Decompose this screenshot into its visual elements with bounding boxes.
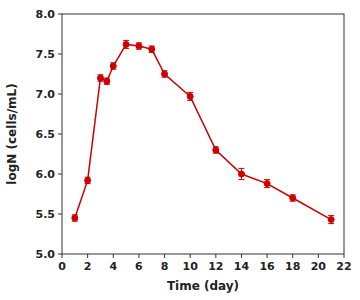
error-bar-cap <box>187 100 193 101</box>
x-tick <box>138 254 139 258</box>
y-tick-label: 6.0 <box>36 168 56 181</box>
data-point <box>162 71 168 77</box>
data-point <box>123 41 129 47</box>
error-bar <box>85 177 91 183</box>
error-bar-cap <box>238 179 244 180</box>
data-point <box>97 75 103 81</box>
y-tick <box>58 134 62 135</box>
x-tick <box>267 254 268 258</box>
x-tick-label: 18 <box>285 260 300 273</box>
data-point <box>136 43 142 49</box>
x-tick-label: 22 <box>336 260 351 273</box>
error-bar <box>72 215 78 221</box>
error-bar <box>213 147 219 153</box>
x-tick-label: 16 <box>259 260 275 273</box>
x-tick <box>241 254 242 258</box>
error-bar <box>238 168 244 179</box>
x-tick-label: 0 <box>58 260 66 273</box>
error-bar-cap <box>187 92 193 93</box>
x-tick <box>318 254 319 258</box>
data-point <box>290 195 296 201</box>
x-tick <box>190 254 191 258</box>
x-tick-label: 6 <box>135 260 143 273</box>
x-axis-label: Time (day) <box>167 279 239 293</box>
data-point <box>238 171 244 177</box>
error-bar <box>290 195 296 201</box>
y-tick-label: 7.0 <box>36 88 56 101</box>
x-tick-label: 4 <box>109 260 117 273</box>
x-tick-label: 2 <box>84 260 92 273</box>
chart: 0 2 4 6 8 10 12 14 16 18 20 22 5.0 5.5 6.0 6.5 7.0 7.5 8.0… <box>0 0 360 300</box>
x-tick-label: 20 <box>311 260 327 273</box>
error-bar <box>187 92 193 100</box>
axes: 0 2 4 6 8 10 12 14 16 18 20 22 5.0 5.5 6.0 6.5 7.0 7.5 8.0 <box>36 8 352 273</box>
data-point <box>264 181 270 187</box>
series-line <box>75 44 331 219</box>
error-bar-cap <box>328 223 334 224</box>
y-tick <box>58 54 62 55</box>
x-tick-label: 12 <box>208 260 223 273</box>
data-point <box>72 215 78 221</box>
x-tick <box>215 254 216 258</box>
y-tick-label: 5.5 <box>36 208 56 221</box>
plot-area <box>72 40 334 223</box>
error-bar-cap <box>123 48 129 49</box>
data-point <box>187 93 193 99</box>
y-tick-label: 5.0 <box>36 248 56 261</box>
x-tick <box>292 254 293 258</box>
data-point <box>104 78 110 84</box>
plot-frame <box>62 14 344 254</box>
error-bar <box>104 78 110 84</box>
y-tick <box>58 94 62 95</box>
error-bar <box>328 216 334 224</box>
error-bar <box>149 46 155 52</box>
data-point <box>328 217 334 223</box>
x-tick <box>87 254 88 258</box>
y-tick <box>58 14 62 15</box>
error-bar <box>162 71 168 77</box>
y-tick <box>58 174 62 175</box>
data-point <box>213 147 219 153</box>
error-bar-cap <box>264 179 270 180</box>
y-tick <box>58 214 62 215</box>
error-bar <box>136 43 142 49</box>
error-bar <box>264 180 270 188</box>
y-tick-label: 7.5 <box>36 48 56 61</box>
x-tick <box>62 254 63 258</box>
x-tick <box>113 254 114 258</box>
error-bar-cap <box>264 187 270 188</box>
error-bar <box>123 40 129 48</box>
error-bar <box>110 63 116 69</box>
data-point <box>149 46 155 52</box>
error-bar-cap <box>123 40 129 41</box>
x-tick <box>164 254 165 258</box>
y-tick-label: 6.5 <box>36 128 56 141</box>
error-bar-cap <box>238 168 244 169</box>
x-tick-label: 14 <box>234 260 250 273</box>
y-tick-label: 8.0 <box>36 8 56 21</box>
y-tick <box>58 254 62 255</box>
x-tick-label: 8 <box>161 260 169 273</box>
data-point <box>85 177 91 183</box>
y-axis-label: logN (cells/mL) <box>5 83 19 184</box>
x-tick-label: 10 <box>183 260 199 273</box>
x-tick <box>344 254 345 258</box>
error-bar <box>97 75 103 81</box>
data-point <box>110 63 116 69</box>
error-bar-cap <box>328 215 334 216</box>
